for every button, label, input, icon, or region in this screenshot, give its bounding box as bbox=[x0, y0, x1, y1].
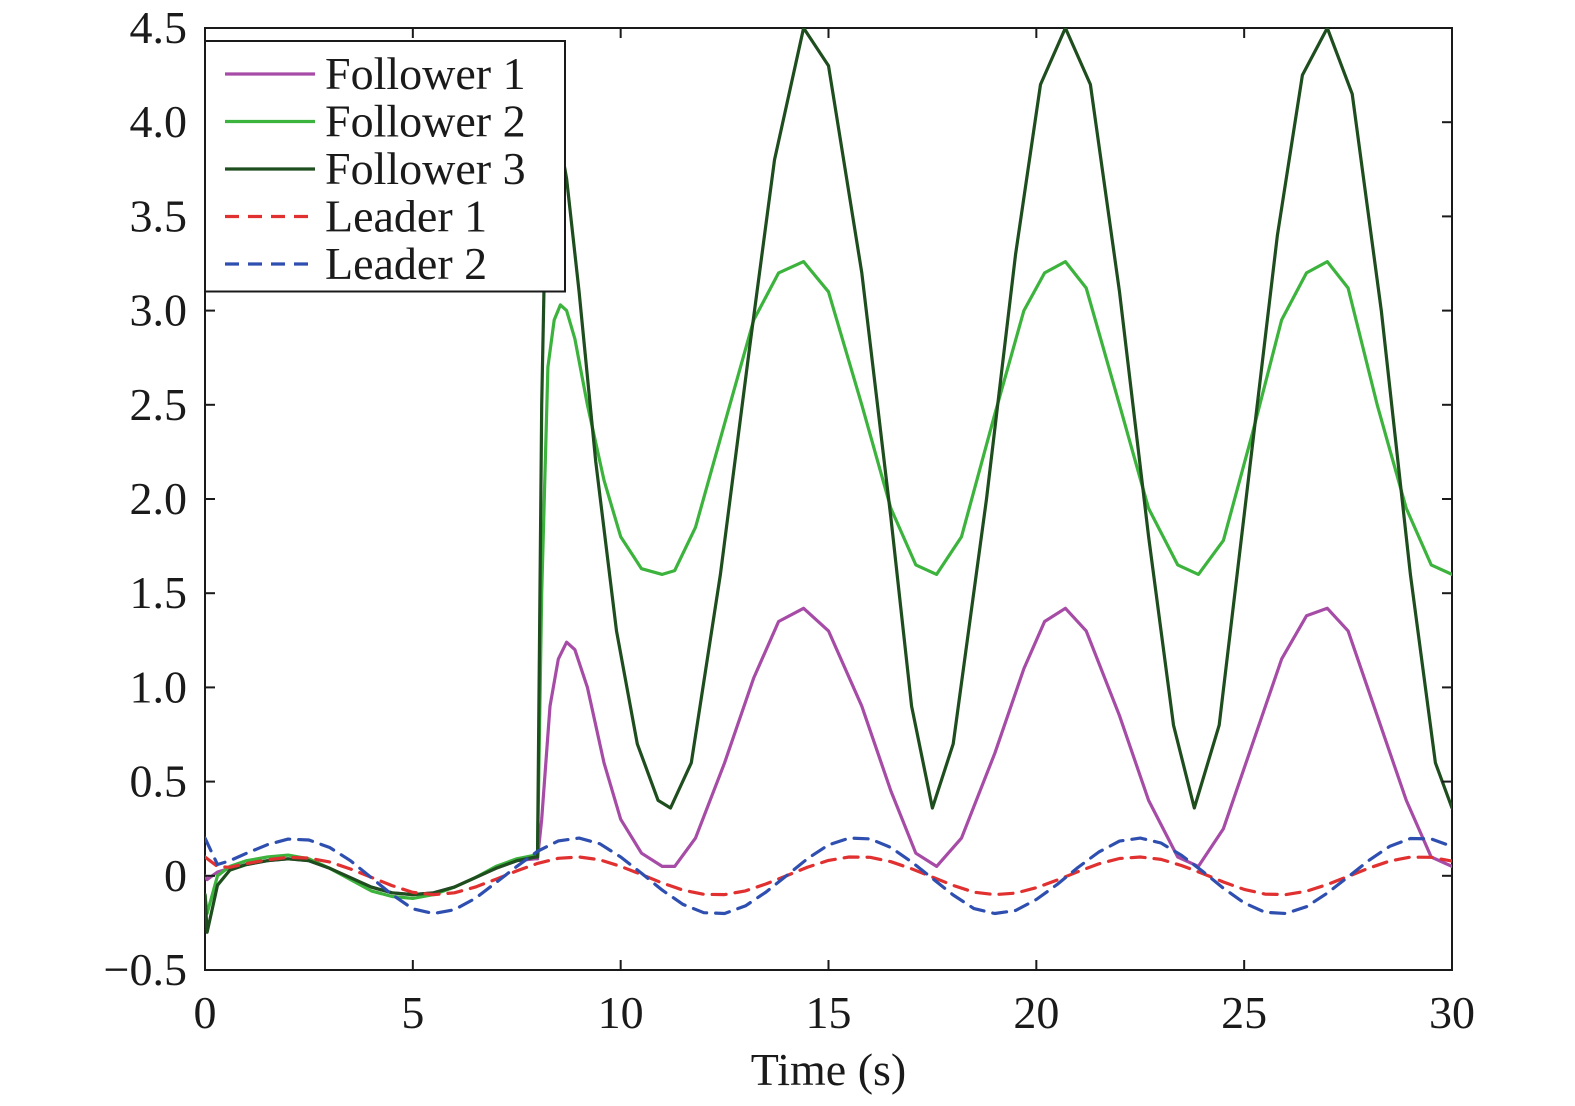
x-tick-label: 30 bbox=[1429, 987, 1475, 1038]
legend-box bbox=[204, 40, 566, 293]
y-tick-label: 3.0 bbox=[130, 285, 188, 336]
y-tick-label: 3.5 bbox=[130, 190, 188, 241]
y-axis-tick-labels: −0.5 0 0.5 1.0 1.5 2.0 2.5 3.0 3.5 4.0 4.5 bbox=[104, 2, 187, 995]
y-tick-label: 0.5 bbox=[130, 756, 188, 807]
series-line-follower-3 bbox=[205, 28, 1452, 934]
legend-label: Leader 2 bbox=[325, 238, 487, 289]
legend-label: Follower 2 bbox=[325, 96, 526, 147]
x-tick-label: 0 bbox=[194, 987, 217, 1038]
series-line-leader-2 bbox=[205, 836, 1452, 916]
legend-label: Follower 1 bbox=[325, 48, 526, 99]
legend-label: Leader 1 bbox=[325, 191, 487, 242]
x-axis-label: Time (s) bbox=[751, 1044, 907, 1095]
y-tick-label: 4.0 bbox=[130, 96, 188, 147]
x-tick-label: 20 bbox=[1013, 987, 1059, 1038]
series-line-leader-1 bbox=[205, 855, 1452, 897]
x-tick-label: 10 bbox=[598, 987, 644, 1038]
axis-ticks bbox=[205, 28, 1452, 970]
x-axis-tick-labels: 0 5 10 15 20 25 30 bbox=[194, 987, 1476, 1038]
y-tick-label: 4.5 bbox=[130, 2, 188, 53]
series-layer bbox=[205, 28, 1452, 934]
y-tick-label: 2.5 bbox=[130, 379, 188, 430]
y-tick-label: −0.5 bbox=[104, 944, 187, 995]
y-tick-label: 1.5 bbox=[130, 567, 188, 618]
series-line-follower-2 bbox=[205, 260, 1452, 916]
y-tick-label: 0 bbox=[164, 850, 187, 901]
x-tick-label: 15 bbox=[806, 987, 852, 1038]
y-tick-label: 1.0 bbox=[130, 661, 188, 712]
x-tick-label: 5 bbox=[401, 987, 424, 1038]
y-tick-label: 2.0 bbox=[130, 473, 188, 524]
legend-label: Follower 3 bbox=[325, 143, 526, 194]
x-tick-label: 25 bbox=[1221, 987, 1267, 1038]
